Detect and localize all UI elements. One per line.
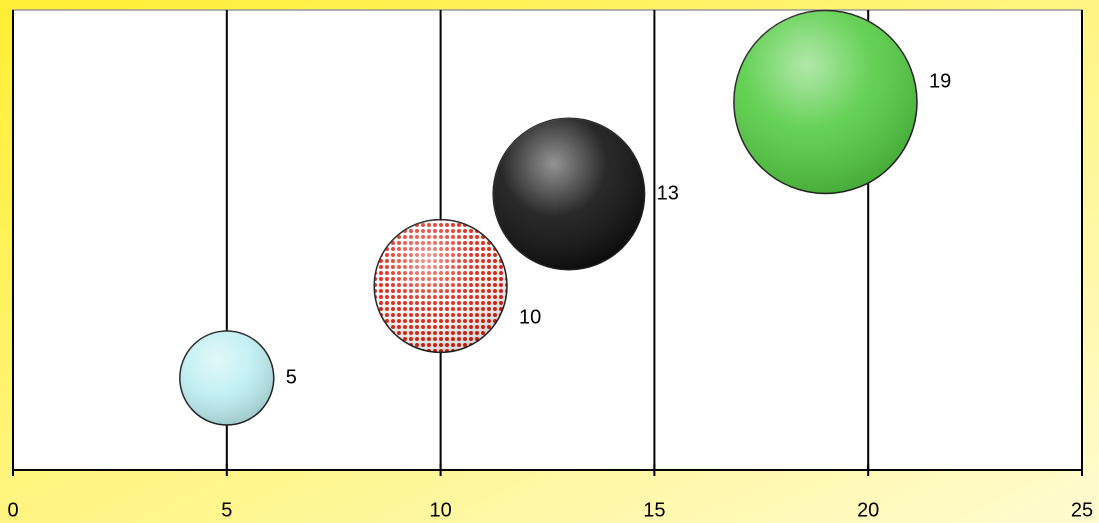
data-label: 13 (657, 182, 679, 204)
x-tick-label: 20 (857, 499, 879, 521)
bubble-shine (733, 10, 917, 194)
x-tick-label: 0 (7, 499, 18, 521)
x-tick-label: 5 (221, 499, 232, 521)
x-tick-label: 10 (429, 499, 451, 521)
x-tick-label: 25 (1071, 499, 1093, 521)
bubble-shine (374, 219, 508, 353)
data-label: 19 (929, 70, 951, 92)
bubble-shine (179, 331, 274, 425)
data-label: 10 (519, 306, 541, 328)
data-label: 5 (286, 366, 297, 388)
x-tick-label: 15 (643, 499, 665, 521)
bubble-shine (493, 118, 645, 270)
